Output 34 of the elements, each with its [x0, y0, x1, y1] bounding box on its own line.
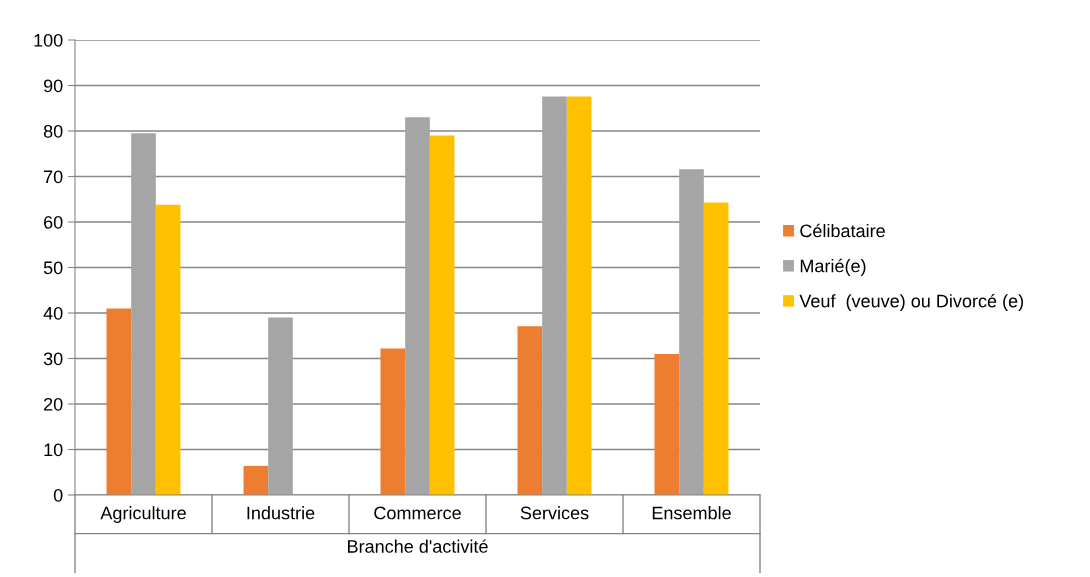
bar [131, 133, 156, 495]
y-tick-label: 50 [43, 261, 63, 275]
y-tick-label: 80 [43, 124, 63, 138]
y-tick-label: 0 [53, 488, 63, 502]
x-axis-title: Branche d'activité [348, 539, 488, 553]
y-tick-label: 40 [43, 306, 63, 320]
y-tick-label: 20 [44, 397, 63, 411]
bar [380, 348, 406, 495]
y-tick-label: 10 [44, 443, 63, 457]
x-tick-label: Industrie [247, 506, 315, 520]
bar [429, 135, 455, 495]
y-tick-label: 30 [43, 352, 63, 366]
bar [517, 326, 543, 495]
bar [243, 465, 269, 495]
bar [155, 204, 181, 495]
bar [679, 169, 704, 495]
x-tick-label: Services [520, 506, 589, 520]
x-tick-label: Ensemble [652, 506, 731, 520]
bar [542, 96, 567, 495]
bar [654, 353, 680, 495]
bar [268, 317, 293, 495]
legend-label: Marié(e) [800, 258, 866, 276]
bar [703, 202, 729, 495]
x-tick-label: Commerce [374, 506, 461, 520]
bar [106, 308, 132, 495]
y-tick-label: 60 [44, 215, 63, 229]
y-tick-label: 100 [34, 33, 63, 47]
legend-label: Veuf (veuve) ou Divorcé (e) [799, 293, 1024, 311]
bar [405, 117, 430, 495]
y-tick-label: 90 [43, 79, 63, 93]
legend-label: Célibataire [800, 223, 885, 238]
y-tick-label: 70 [44, 170, 63, 184]
x-tick-label: Agriculture [100, 506, 186, 523]
bar [566, 96, 592, 495]
